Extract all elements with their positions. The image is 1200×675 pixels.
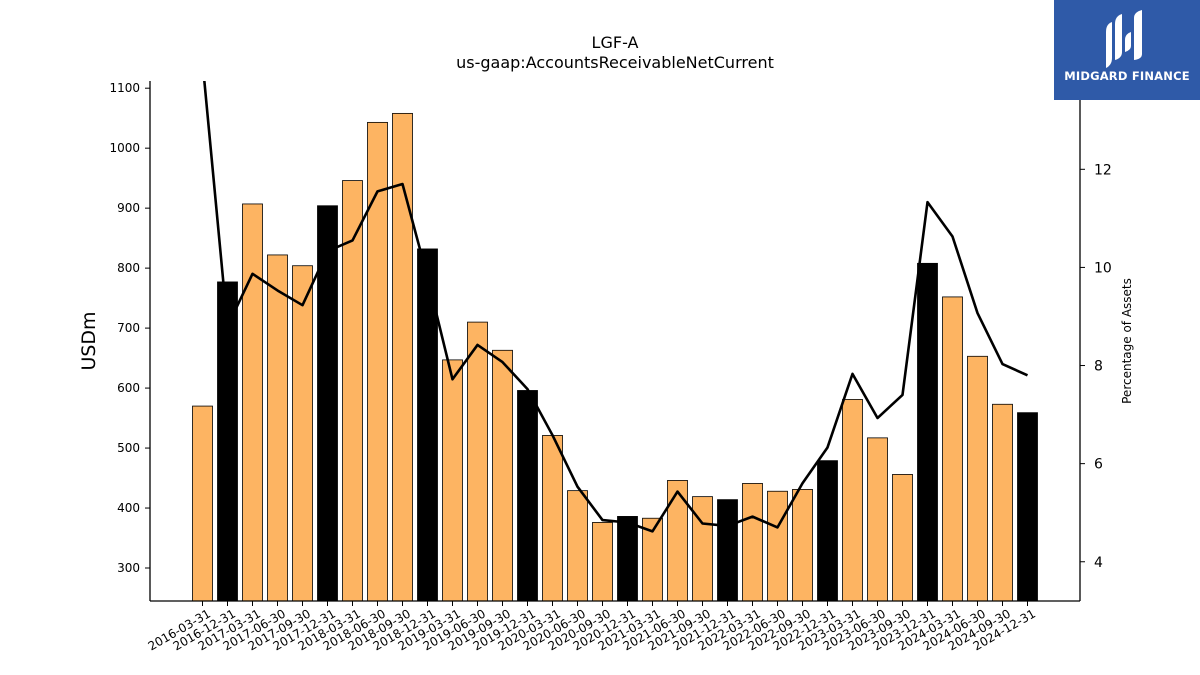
bar-2017-03-31 [242,203,263,602]
bar-2016-12-31 [217,281,238,602]
bar-2024-09-30 [992,403,1013,602]
line-series [203,81,1029,533]
bar-2019-06-30 [467,321,488,602]
y2-tick-label: 10 [1094,260,1112,276]
logo: MIDGARD FINANCE [1054,0,1200,100]
bar-2023-06-30 [867,437,888,602]
logo-text: MIDGARD FINANCE [1064,69,1190,83]
bar-2020-03-31 [542,435,563,602]
bar-2021-12-31 [717,499,738,602]
y2-tick-label: 8 [1094,359,1103,375]
bar-2019-12-31 [517,390,538,602]
bar-2023-09-30 [892,474,913,602]
y-tick-label: 300 [117,561,140,575]
y-tick-label: 400 [117,501,140,515]
chart-title: LGF-A [592,33,639,52]
bar-2024-03-31 [942,296,963,602]
bar-2020-09-30 [592,522,613,602]
y-tick-label: 500 [117,441,140,455]
y-axis-label: USDm [78,311,100,370]
logo-mark-icon [1106,10,1142,68]
y2-axis-label: Percentage of Assets [1120,278,1134,404]
y2-tick-label: 6 [1094,457,1103,473]
y2-tick-label: 4 [1094,555,1103,571]
bar-2019-09-30 [492,349,513,602]
y2-tick-label: 12 [1094,162,1112,178]
bar-2022-09-30 [792,489,813,602]
bar-2022-12-31 [817,460,838,602]
bar-2020-06-30 [567,490,588,602]
bar-2017-06-30 [267,254,288,602]
bar-2022-03-31 [742,483,763,602]
y-tick-label: 900 [117,201,140,215]
percentage-line [203,81,1029,533]
bar-2024-06-30 [967,355,988,602]
bar-series [192,112,1038,602]
bar-2017-09-30 [292,265,313,602]
bar-2023-12-31 [917,262,938,602]
bar-2019-03-31 [442,359,463,602]
axes: 3004005006007008009001000110046810122016… [109,81,1112,653]
bar-2021-09-30 [692,496,713,602]
bar-2016-03-31 [192,405,213,602]
y-tick-label: 1100 [109,81,140,95]
bar-2024-12-31 [1017,412,1038,602]
bar-2023-03-31 [842,399,863,602]
y-tick-label: 700 [117,321,140,335]
y-tick-label: 800 [117,261,140,275]
bar-2020-12-31 [617,516,638,602]
y-tick-label: 600 [117,381,140,395]
y-tick-label: 1000 [109,141,140,155]
bar-2022-06-30 [767,490,788,602]
chart-subtitle: us-gaap:AccountsReceivableNetCurrent [456,53,774,72]
